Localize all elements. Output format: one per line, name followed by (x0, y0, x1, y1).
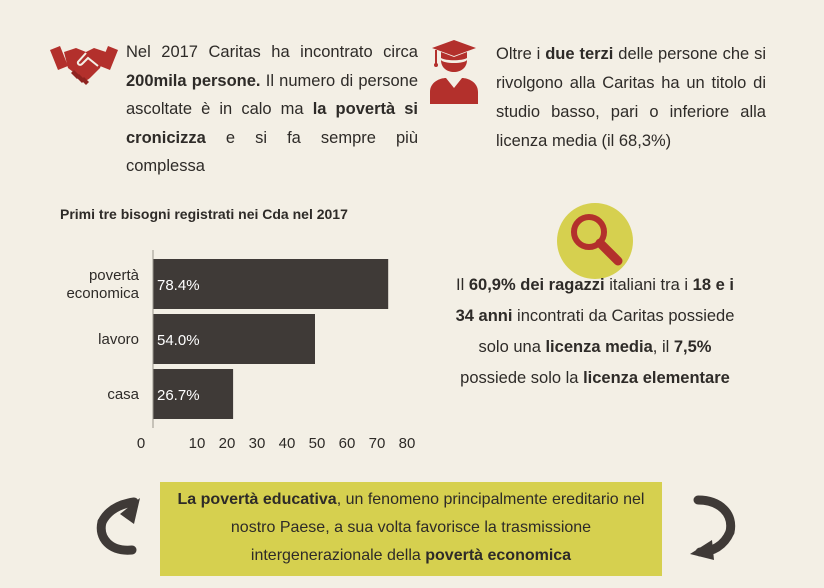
magnifier-icon (557, 203, 633, 279)
bar-value-label: 26.7% (157, 387, 200, 404)
x-tick-label: 50 (309, 435, 326, 452)
x-tick-label: 40 (279, 435, 296, 452)
category-label: economica (66, 285, 139, 302)
curved-arrow-right-icon (690, 495, 736, 560)
x-tick-label: 0 (137, 435, 145, 452)
youth-paragraph: Il 60,9% dei ragazzi italiani tra i 18 e… (455, 276, 735, 387)
x-tick-label: 60 (339, 435, 356, 452)
bar (153, 369, 234, 419)
bar-value-label: 54.0% (157, 332, 200, 349)
x-tick-label: 30 (249, 435, 266, 452)
category-label: povertà (89, 267, 140, 284)
intro-paragraph: Nel 2017 Caritas ha incontrato circa 200… (126, 43, 419, 175)
chart-title: Primi tre bisogni registrati nei Cda nel… (60, 206, 348, 222)
bar (153, 259, 389, 309)
category-label: lavoro (98, 331, 139, 348)
x-tick-label: 10 (189, 435, 206, 452)
bar (153, 314, 315, 364)
x-tick-label: 80 (399, 435, 416, 452)
education-paragraph: Oltre i due terzi delle persone che si r… (496, 45, 766, 150)
x-tick-label: 70 (369, 435, 386, 452)
banner: La povertà educativa, un fenomeno princi… (160, 482, 662, 576)
category-label: casa (107, 386, 139, 403)
x-tick-label: 20 (219, 435, 236, 452)
handshake-icon (50, 46, 118, 85)
graduate-icon (430, 40, 478, 104)
bar-value-label: 78.4% (157, 277, 200, 294)
curved-arrow-left-icon (96, 497, 140, 555)
